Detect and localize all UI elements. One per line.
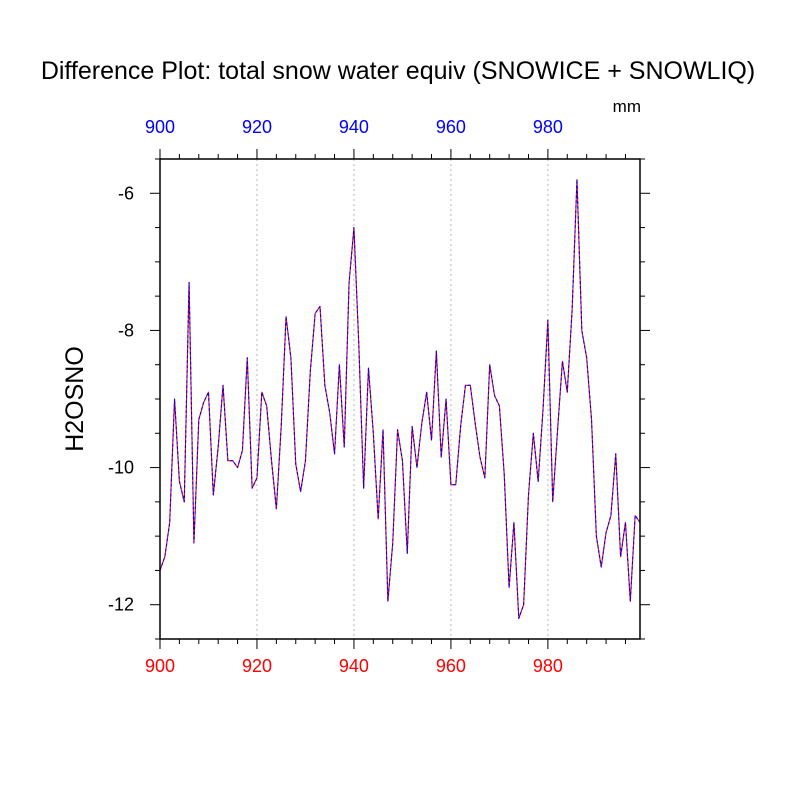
y-axis-label: H2OSNO: [61, 346, 89, 452]
y-tick-label: -6: [118, 183, 134, 203]
tick-labels: 900 920 940 960 980 900 920 940 960 980 -12 -10 -8 -6: [108, 117, 563, 676]
series-line-red: [159, 179, 641, 619]
x-tick-label-top: 920: [242, 117, 272, 137]
units-label: mm: [613, 97, 641, 116]
series-lines: [159, 179, 641, 619]
chart-title: Difference Plot: total snow water equiv …: [41, 57, 755, 85]
x-tick-label-bottom: 920: [242, 656, 272, 676]
x-tick-label-bottom: 900: [145, 656, 175, 676]
x-tick-label-bottom: 980: [533, 656, 563, 676]
x-tick-label-top: 940: [339, 117, 369, 137]
x-tick-label-top: 980: [533, 117, 563, 137]
axis-ticks: [150, 149, 650, 649]
x-tick-label-top: 960: [436, 117, 466, 137]
y-tick-label: -8: [118, 320, 134, 340]
plot-frame: [159, 158, 641, 640]
x-tick-label-top: 900: [145, 117, 175, 137]
vertical-gridlines: [256, 159, 549, 639]
x-tick-label-bottom: 960: [436, 656, 466, 676]
y-tick-label: -12: [108, 595, 134, 615]
y-tick-label: -10: [108, 458, 134, 478]
series-line-blue: [159, 179, 641, 619]
x-tick-label-bottom: 940: [339, 656, 369, 676]
